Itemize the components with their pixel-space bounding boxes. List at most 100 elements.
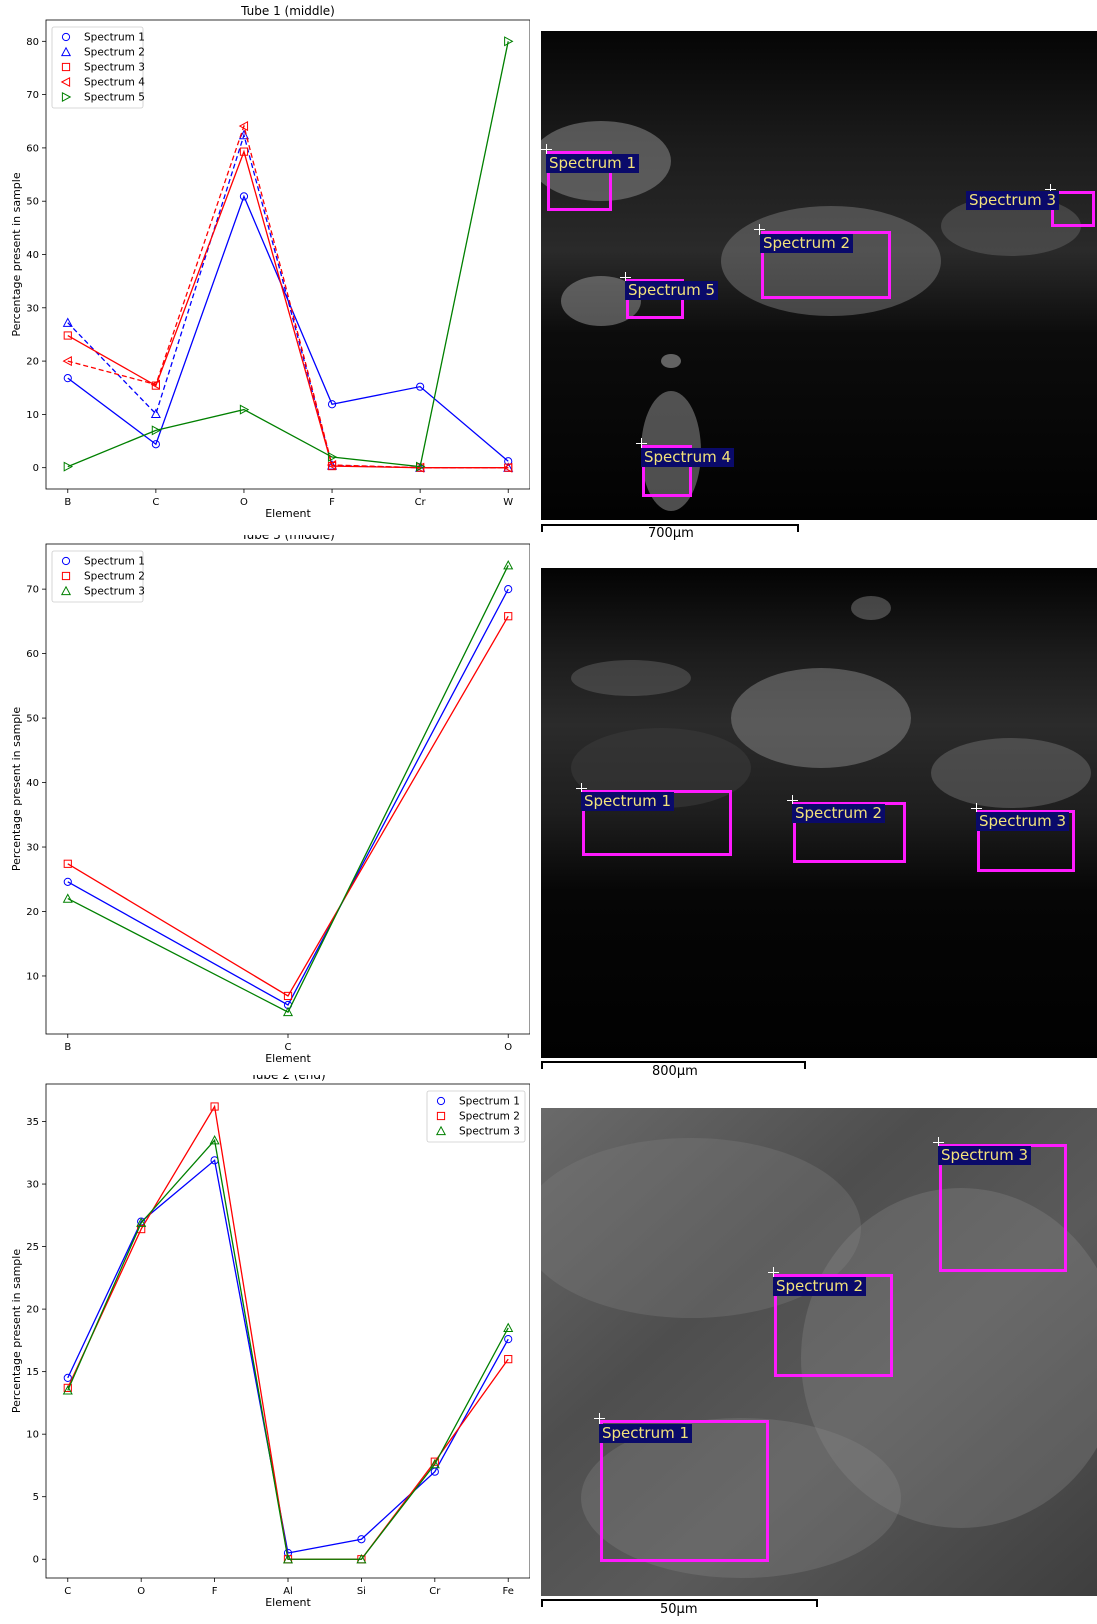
legend-marker <box>60 76 71 88</box>
data-point <box>327 451 338 463</box>
roi-marker <box>768 1267 779 1278</box>
legend-label: Spectrum 2 <box>84 47 145 59</box>
legend-marker <box>435 1125 447 1136</box>
x-axis-label: Element <box>265 507 311 520</box>
y-tick-label: 70 <box>26 90 39 101</box>
data-point <box>357 1535 366 1544</box>
legend-label: Spectrum 3 <box>84 586 145 598</box>
series-3 <box>62 1135 514 1564</box>
scale-label: 800μm <box>652 1064 698 1079</box>
roi-marker <box>787 795 798 806</box>
scale-bar <box>541 1061 806 1069</box>
scale-label: 50μm <box>660 1602 698 1617</box>
data-point <box>282 1006 294 1017</box>
roi-box <box>761 231 891 299</box>
y-tick-label: 40 <box>26 778 39 789</box>
y-tick-label: 70 <box>26 585 39 596</box>
data-point <box>63 859 72 868</box>
y-tick-label: 60 <box>26 649 39 660</box>
tube2-chart: Tube 2 (end) 0 5 10 15 20 25 30 35 C O F Al Si Cr Fe Ele… <box>10 1068 531 1609</box>
data-point <box>136 1217 147 1227</box>
roi-label: Spectrum 1 <box>581 792 674 811</box>
data-point <box>63 331 72 340</box>
data-point <box>504 1335 513 1344</box>
data-point <box>502 462 513 473</box>
y-tick-label: 5 <box>33 1492 39 1503</box>
x-axis-label: Element <box>265 1596 311 1609</box>
x-tick-label: O <box>504 1042 512 1053</box>
data-point <box>151 440 160 449</box>
data-point <box>504 36 514 47</box>
legend-label: Spectrum 1 <box>459 1096 520 1108</box>
data-point <box>416 382 425 391</box>
series-line <box>67 132 509 469</box>
y-tick-label: 80 <box>26 37 39 48</box>
x-tick-label: Si <box>357 1586 366 1597</box>
y-tick-label: 10 <box>26 410 39 421</box>
y-tick-label: 10 <box>26 971 39 982</box>
data-point <box>63 374 72 383</box>
legend-box <box>51 26 144 109</box>
roi-marker <box>620 272 631 283</box>
legend-marker <box>61 556 71 566</box>
legend-label: Spectrum 2 <box>84 571 145 583</box>
y-tick-label: 20 <box>26 1305 39 1316</box>
tube1-chart: Tube 1 (middle) 0 10 20 30 40 50 60 70 80 B C O F Cr W E… <box>10 4 531 520</box>
data-point <box>210 1102 219 1111</box>
legend-label: Spectrum 3 <box>84 62 145 74</box>
chart-title: Tube 3 (middle) <box>240 535 335 542</box>
series-line <box>67 194 509 462</box>
roi-marker <box>636 438 647 449</box>
data-point <box>327 400 337 409</box>
legend-label: Spectrum 2 <box>459 1111 520 1123</box>
legend-marker <box>436 1111 446 1121</box>
x-tick-label: O <box>240 497 248 508</box>
x-tick-label: Cr <box>429 1586 441 1597</box>
legend-marker <box>436 1096 446 1106</box>
data-point <box>62 317 73 327</box>
roi-box <box>774 1274 893 1377</box>
scale-bar <box>541 1599 818 1607</box>
data-point <box>239 147 249 156</box>
data-point <box>150 379 160 390</box>
y-axis-label: Percentage present in sample <box>10 1249 23 1413</box>
data-point <box>282 1553 294 1564</box>
y-tick-label: 30 <box>26 843 39 854</box>
scale-bar <box>541 524 799 532</box>
roi-marker <box>933 1137 944 1148</box>
legend-label: Spectrum 1 <box>84 32 145 44</box>
series-line <box>67 1138 509 1560</box>
data-point <box>209 1135 220 1145</box>
roi-box <box>977 810 1075 872</box>
x-tick-label: C <box>64 1586 71 1597</box>
roi-label: Spectrum 2 <box>760 234 853 253</box>
y-tick-label: 30 <box>26 1180 39 1191</box>
series-line <box>67 564 509 1013</box>
x-tick-label: Fe <box>503 1586 514 1597</box>
legend: Spectrum 1 Spectrum 2 Spectrum 3 Spectrum 4… <box>51 26 145 109</box>
roi-box <box>600 1420 769 1562</box>
x-tick-label: C <box>152 497 159 508</box>
legend-box <box>426 1090 526 1143</box>
data-point <box>151 425 162 436</box>
data-point <box>62 893 73 903</box>
roi-box <box>793 802 906 863</box>
y-tick-label: 25 <box>26 1242 39 1253</box>
data-point <box>63 1373 72 1382</box>
data-point <box>503 1322 514 1332</box>
legend-label: Spectrum 1 <box>84 556 145 568</box>
series-2 <box>63 612 513 1001</box>
series-1 <box>63 192 513 466</box>
series-5 <box>63 36 514 472</box>
data-point <box>238 129 249 140</box>
y-tick-label: 0 <box>33 463 39 474</box>
data-point <box>62 356 72 367</box>
sem-image-tube2: Spectrum 3 Spectrum 2 Spectrum 1 <box>541 1108 1097 1596</box>
y-tick-label: 15 <box>26 1367 39 1378</box>
roi-marker <box>1045 184 1056 195</box>
sem-image-tube3: Spectrum 1 Spectrum 2 Spectrum 3 <box>541 568 1097 1058</box>
chart-title: Tube 1 (middle) <box>240 4 335 18</box>
scale-label: 700μm <box>648 526 694 541</box>
series-line <box>67 615 509 997</box>
roi-label: Spectrum 2 <box>792 804 885 823</box>
